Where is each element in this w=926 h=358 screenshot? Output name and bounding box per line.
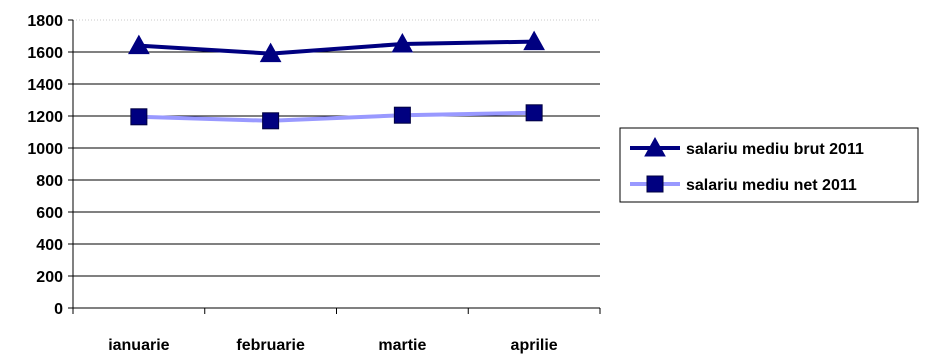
series-2 (130, 104, 543, 130)
y-tick-label: 1400 (27, 77, 63, 94)
legend-label: salariu mediu brut 2011 (686, 141, 864, 158)
data-point-triangle (259, 42, 282, 63)
legend-entry: salariu mediu net 2011 (630, 175, 857, 194)
data-point-square (525, 104, 543, 122)
y-tick-label: 1200 (27, 109, 63, 126)
x-tick-label: februarie (236, 337, 305, 354)
gridlines (73, 19, 600, 277)
legend-label: salariu mediu net 2011 (686, 177, 857, 194)
data-point-triangle (391, 32, 414, 53)
y-tick-label: 800 (36, 173, 63, 190)
data-point-square (262, 112, 280, 130)
x-tick-label: ianuarie (108, 337, 169, 354)
data-point-square (393, 106, 411, 124)
series-line (138, 39, 535, 56)
y-tick-label: 1600 (27, 45, 63, 62)
x-axis-ticks: ianuarie februarie martie aprilie (72, 308, 601, 354)
data-point-square (130, 108, 148, 126)
legend: salariu mediu brut 2011 salariu mediu net… (619, 127, 919, 203)
legend-entry: salariu mediu brut 2011 (630, 136, 864, 158)
y-tick-label: 1800 (27, 13, 63, 30)
data-point-triangle (523, 30, 545, 51)
y-tick-label: 200 (36, 269, 63, 286)
legend-marker-square (646, 175, 664, 193)
legend-marker-triangle (644, 136, 666, 157)
y-tick-label: 400 (36, 237, 63, 254)
legend-box (619, 127, 919, 203)
y-axis-ticks: 0 200 400 600 800 1000 1200 1400 1600 1800 (27, 13, 73, 318)
series-1 (128, 30, 545, 63)
y-tick-label: 600 (36, 205, 63, 222)
x-tick-label: martie (378, 337, 426, 354)
y-tick-label: 0 (54, 301, 63, 318)
axes (72, 20, 600, 309)
series-lines (128, 30, 545, 130)
data-point-triangle (128, 34, 150, 55)
x-tick-label: aprilie (511, 337, 558, 354)
y-tick-label: 1000 (27, 141, 63, 158)
series-line (138, 110, 535, 123)
